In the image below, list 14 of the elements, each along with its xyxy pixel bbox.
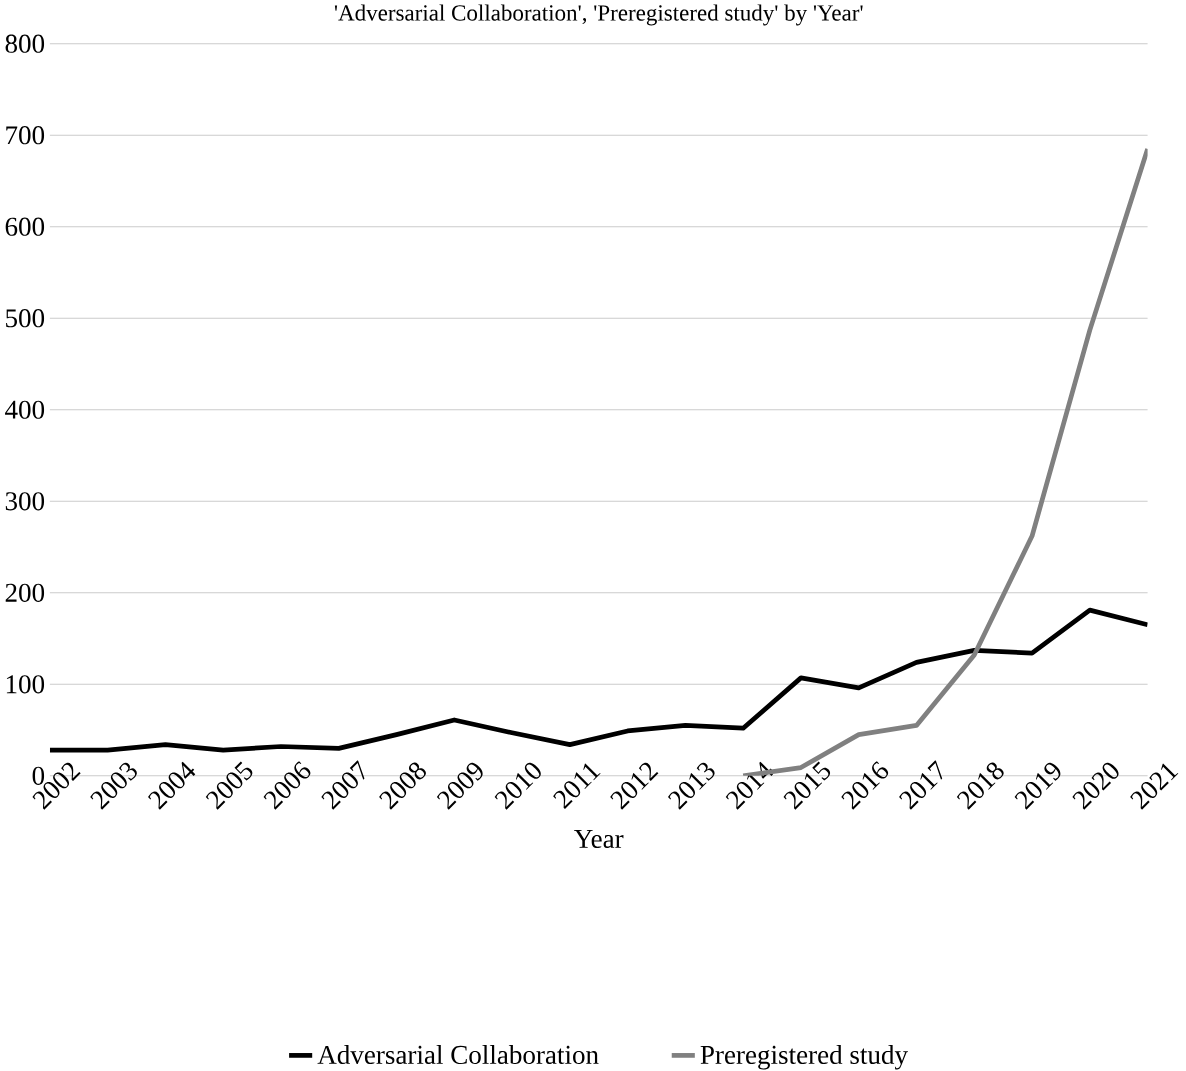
y-tick-label: 200	[5, 583, 45, 602]
line-series	[49, 607, 1148, 753]
x-axis-title: Year	[574, 829, 624, 848]
legend-label: Adversarial Collaboration	[317, 1044, 599, 1064]
chart-title: 'Adversarial Collaboration', 'Preregistered study' by 'Year'	[334, 4, 863, 26]
y-tick-label: 700	[6, 126, 45, 145]
y-tick-label: 300	[5, 492, 45, 511]
y-tick-label: 100	[6, 675, 45, 694]
x-tick-label: 2011	[553, 763, 601, 809]
y-tick-label: 400	[5, 400, 45, 419]
y-tick-label: 600	[5, 217, 45, 236]
y-tick-label: 800	[5, 34, 45, 53]
legend-label: Preregistered study	[700, 1044, 908, 1070]
y-tick-label: 500	[6, 309, 45, 328]
